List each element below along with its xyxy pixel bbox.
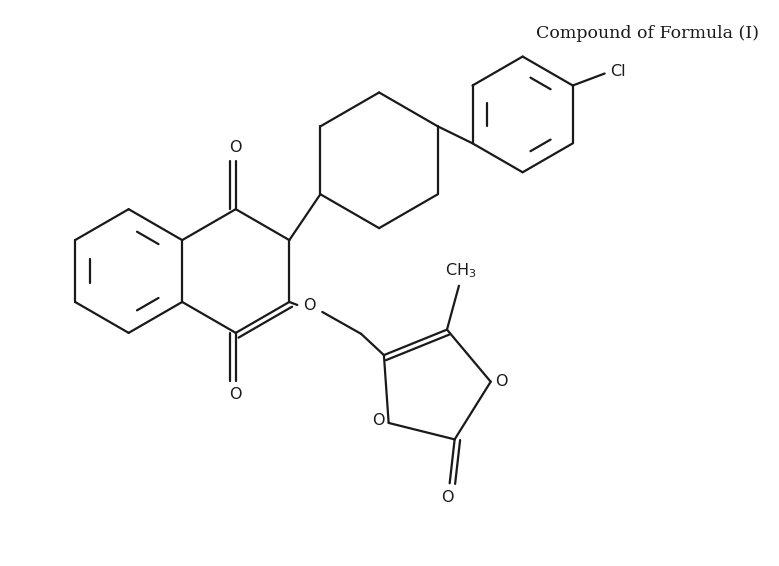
Text: Compound of Formula (I): Compound of Formula (I) [536, 25, 759, 42]
Text: O: O [303, 298, 315, 314]
Text: CH$_3$: CH$_3$ [445, 261, 477, 280]
Text: O: O [372, 413, 385, 428]
Text: O: O [495, 374, 507, 389]
Text: Cl: Cl [610, 64, 626, 79]
Text: O: O [230, 140, 242, 155]
Text: O: O [442, 490, 454, 505]
Text: O: O [230, 387, 242, 402]
